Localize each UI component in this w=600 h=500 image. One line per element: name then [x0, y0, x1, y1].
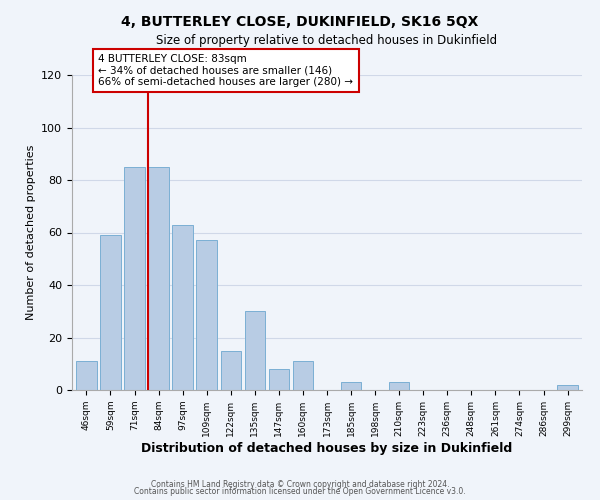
Bar [148, 167, 169, 390]
Bar [124, 167, 145, 390]
Text: Contains HM Land Registry data © Crown copyright and database right 2024.: Contains HM Land Registry data © Crown c… [151, 480, 449, 489]
Bar [221, 350, 241, 390]
Bar [293, 361, 313, 390]
Bar [341, 382, 361, 390]
X-axis label: Distribution of detached houses by size in Dukinfield: Distribution of detached houses by size … [142, 442, 512, 454]
Title: Size of property relative to detached houses in Dukinfield: Size of property relative to detached ho… [157, 34, 497, 48]
Bar [100, 235, 121, 390]
Y-axis label: Number of detached properties: Number of detached properties [26, 145, 35, 320]
Bar [196, 240, 217, 390]
Bar [76, 361, 97, 390]
Bar [269, 369, 289, 390]
Text: 4 BUTTERLEY CLOSE: 83sqm
← 34% of detached houses are smaller (146)
66% of semi-: 4 BUTTERLEY CLOSE: 83sqm ← 34% of detach… [98, 54, 353, 87]
Bar [245, 311, 265, 390]
Bar [557, 385, 578, 390]
Bar [172, 224, 193, 390]
Text: Contains public sector information licensed under the Open Government Licence v3: Contains public sector information licen… [134, 487, 466, 496]
Text: 4, BUTTERLEY CLOSE, DUKINFIELD, SK16 5QX: 4, BUTTERLEY CLOSE, DUKINFIELD, SK16 5QX [121, 15, 479, 29]
Bar [389, 382, 409, 390]
